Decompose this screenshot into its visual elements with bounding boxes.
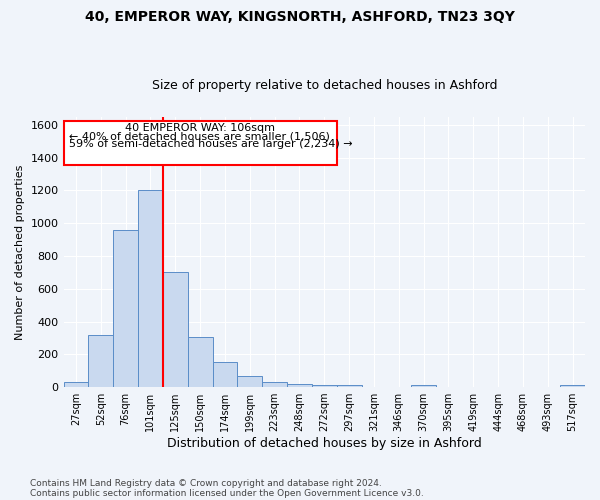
Text: Contains public sector information licensed under the Open Government Licence v3: Contains public sector information licen…	[30, 488, 424, 498]
Text: 40, EMPEROR WAY, KINGSNORTH, ASHFORD, TN23 3QY: 40, EMPEROR WAY, KINGSNORTH, ASHFORD, TN…	[85, 10, 515, 24]
Text: Contains HM Land Registry data © Crown copyright and database right 2024.: Contains HM Land Registry data © Crown c…	[30, 478, 382, 488]
Bar	[312, 384, 337, 387]
Text: ← 40% of detached houses are smaller (1,506): ← 40% of detached houses are smaller (1,…	[69, 131, 329, 141]
Y-axis label: Number of detached properties: Number of detached properties	[15, 164, 25, 340]
Bar	[337, 384, 362, 387]
Text: 59% of semi-detached houses are larger (2,234) →: 59% of semi-detached houses are larger (…	[69, 140, 352, 149]
Bar	[560, 384, 585, 387]
Bar	[238, 376, 262, 387]
Bar	[138, 190, 163, 387]
Bar	[411, 384, 436, 387]
Bar	[188, 337, 212, 387]
Text: 40 EMPEROR WAY: 106sqm: 40 EMPEROR WAY: 106sqm	[125, 123, 275, 133]
X-axis label: Distribution of detached houses by size in Ashford: Distribution of detached houses by size …	[167, 437, 482, 450]
Bar	[113, 230, 138, 387]
Bar	[64, 382, 88, 387]
Title: Size of property relative to detached houses in Ashford: Size of property relative to detached ho…	[152, 79, 497, 92]
Bar	[88, 336, 113, 387]
Bar	[163, 272, 188, 387]
Bar	[212, 362, 238, 387]
FancyBboxPatch shape	[64, 121, 337, 165]
Bar	[262, 382, 287, 387]
Bar	[287, 384, 312, 387]
